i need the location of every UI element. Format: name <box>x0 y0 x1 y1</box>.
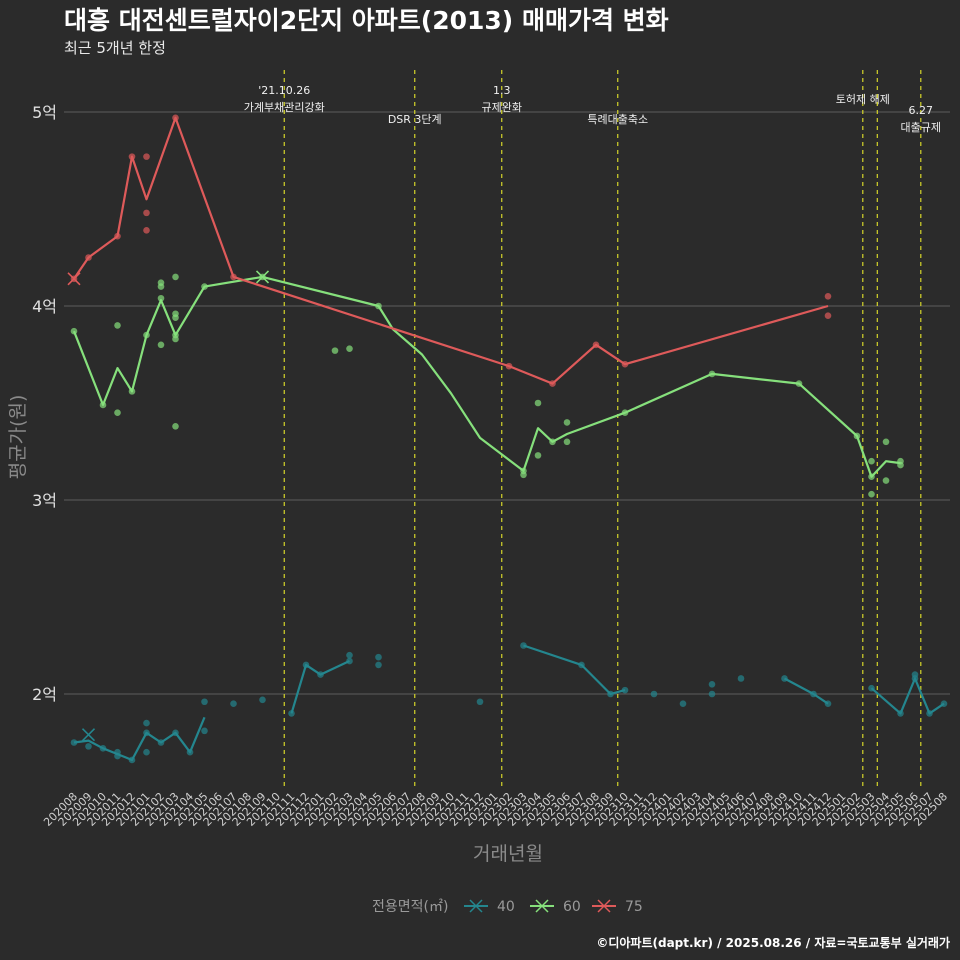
event-label: 특례대출축소 <box>587 113 648 126</box>
data-point <box>172 273 179 281</box>
data-point <box>143 227 150 234</box>
data-point <box>650 690 658 698</box>
data-point <box>534 399 542 407</box>
data-point <box>520 471 527 479</box>
data-point <box>331 347 339 354</box>
y-tick-label: 5억 <box>32 103 57 122</box>
legend: 전용면적(㎡) 40 60 75 <box>372 899 643 915</box>
event-label: 대출규제 <box>901 121 941 134</box>
event-label: 규제완화 <box>482 101 522 114</box>
data-point <box>476 698 484 706</box>
series-line <box>290 660 350 714</box>
data-point <box>824 312 832 320</box>
data-point <box>882 438 890 446</box>
cross-marker <box>255 270 270 284</box>
data-point <box>143 153 150 160</box>
data-point <box>911 671 919 678</box>
legend-item-40: 40 <box>464 899 515 915</box>
grid-layer <box>64 111 950 695</box>
y-axis-title: 평균가(원) <box>7 395 29 480</box>
data-point <box>172 422 179 430</box>
data-point <box>346 651 353 659</box>
data-point <box>143 209 150 217</box>
series-60 <box>70 270 904 498</box>
series-40 <box>70 642 948 764</box>
series-line <box>73 716 206 762</box>
cross-marker <box>81 728 96 742</box>
data-point <box>143 748 150 756</box>
event-label: 6.27 <box>909 104 934 117</box>
data-point <box>563 419 571 426</box>
series-line <box>72 275 901 478</box>
x-axis-ticks: 2020082020092020102020112020122021012021… <box>41 790 950 829</box>
data-point <box>114 322 121 329</box>
legend-label: 75 <box>625 899 643 915</box>
data-point <box>534 452 542 459</box>
data-point <box>708 690 716 698</box>
data-point <box>259 696 266 704</box>
chart-subtitle: 최근 5개년 한정 <box>64 39 166 57</box>
legend-key-cross <box>535 899 549 913</box>
cross-marker <box>67 272 81 286</box>
legend-key-cross <box>469 899 483 913</box>
series-75 <box>67 114 832 387</box>
data-point <box>375 661 382 669</box>
data-point <box>346 345 353 352</box>
data-point <box>201 698 208 706</box>
chart-title: 대흥 대전센트럴자이2단지 아파트(2013) 매매가격 변화 <box>64 6 669 35</box>
data-point <box>201 727 208 735</box>
event-label: 1.3 <box>493 84 511 97</box>
series-layer <box>67 114 948 764</box>
cross-stroke <box>81 728 96 742</box>
series-line <box>783 677 829 705</box>
x-axis-title: 거래년월 <box>473 843 543 865</box>
cross-stroke <box>255 270 270 284</box>
chart-caption: ©디아파트(dapt.kr) / 2025.08.26 / 자료=국토교통부 실… <box>596 935 950 950</box>
data-point <box>172 310 179 318</box>
event-label: 토허제 해제 <box>836 92 890 106</box>
data-point <box>230 700 237 707</box>
y-tick-label: 3억 <box>32 491 57 510</box>
legend-label: 60 <box>563 899 581 915</box>
data-point <box>85 743 92 750</box>
series-line <box>523 644 626 696</box>
legend-item-75: 75 <box>592 899 643 915</box>
event-label: '21.10.26 <box>258 84 310 97</box>
event-label: 가계부채관리강화 <box>244 101 325 114</box>
data-point <box>868 457 875 465</box>
legend-label: 40 <box>497 899 515 915</box>
y-tick-label: 4억 <box>32 297 57 316</box>
data-point <box>824 293 832 300</box>
data-point <box>882 477 890 484</box>
cross-stroke <box>67 272 81 286</box>
legend-title: 전용면적(㎡) <box>372 899 448 915</box>
data-point <box>563 438 571 446</box>
y-tick-label: 2억 <box>32 685 57 704</box>
data-point <box>868 490 875 498</box>
data-point <box>143 719 150 727</box>
legend-key-cross <box>597 899 611 913</box>
legend-item-60: 60 <box>530 899 581 915</box>
data-point <box>708 681 716 688</box>
data-point <box>157 279 165 287</box>
series-line <box>73 116 829 385</box>
data-point <box>679 700 687 707</box>
data-point <box>157 294 165 302</box>
series-line <box>870 677 945 715</box>
data-point <box>375 653 382 661</box>
data-point <box>157 341 165 349</box>
y-axis-ticks: 2억 3억 4억 5억 <box>32 103 57 704</box>
data-point <box>114 409 121 417</box>
data-point <box>737 675 745 682</box>
event-label: DSR 3단계 <box>388 113 442 126</box>
